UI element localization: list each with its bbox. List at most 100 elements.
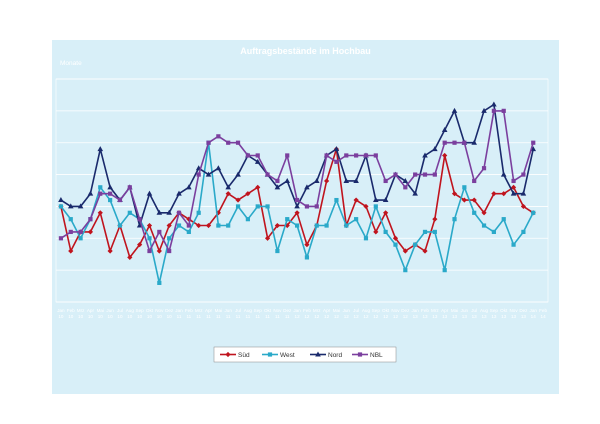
x-tick-year: 11 xyxy=(285,314,290,319)
x-tick-year: 10 xyxy=(88,314,94,319)
data-point-nbl xyxy=(98,191,103,196)
x-tick-month: Aug xyxy=(480,308,489,313)
data-point-sd xyxy=(107,248,113,254)
x-tick-month: Jan xyxy=(57,308,65,313)
data-point-sd xyxy=(471,197,477,203)
x-tick-month: Jan xyxy=(530,308,538,313)
x-tick-year: 13 xyxy=(413,314,419,319)
x-tick-month: Feb xyxy=(67,308,75,313)
x-tick-year: 11 xyxy=(255,314,260,319)
data-point-west xyxy=(275,248,280,254)
data-point-nbl xyxy=(383,178,388,184)
data-point-nord xyxy=(215,165,222,171)
data-point-nbl xyxy=(363,153,369,158)
x-tick-year: 12 xyxy=(363,314,369,319)
x-tick-year: 12 xyxy=(314,314,320,319)
y-tick-label: 1,5 xyxy=(41,268,51,275)
data-point-nbl xyxy=(521,172,526,177)
data-point-west xyxy=(226,223,231,228)
data-point-sd xyxy=(402,248,408,254)
data-point-nord xyxy=(146,190,153,196)
x-tick-month: Jul xyxy=(117,308,123,313)
x-tick-year: 10 xyxy=(127,314,133,319)
data-point-west xyxy=(127,210,132,215)
data-point-sd xyxy=(481,210,487,216)
data-point-west xyxy=(265,204,270,209)
x-tick-month: Jun xyxy=(224,308,232,313)
data-point-nord xyxy=(205,171,212,177)
legend-label: Nord xyxy=(328,352,342,359)
x-tick-year: 12 xyxy=(304,314,310,319)
legend-item-sd: Süd xyxy=(220,352,250,359)
data-point-nord xyxy=(284,177,291,183)
data-point-west xyxy=(285,217,290,222)
data-point-nbl xyxy=(157,229,162,235)
data-point-sd xyxy=(245,191,251,197)
data-point-nord xyxy=(156,209,163,215)
data-point-nbl xyxy=(452,140,457,145)
data-point-west xyxy=(413,242,418,247)
data-point-nord xyxy=(481,107,487,113)
legend-item-nord: Nord xyxy=(310,351,342,359)
x-tick-month: Jun xyxy=(461,308,469,313)
data-point-sd xyxy=(127,254,133,260)
x-tick-year: 11 xyxy=(206,314,211,319)
data-point-sd xyxy=(294,210,300,216)
data-point-west xyxy=(373,204,378,209)
data-point-nord xyxy=(67,203,74,209)
x-tick-month: Okt xyxy=(382,308,390,313)
legend-box xyxy=(213,346,397,363)
data-point-nord xyxy=(107,184,113,190)
data-point-sd xyxy=(274,222,280,229)
x-tick-month: Dez xyxy=(165,308,174,313)
data-point-nord xyxy=(402,177,409,183)
data-point-nord xyxy=(500,171,507,177)
data-point-west xyxy=(363,236,369,241)
legend-marker xyxy=(315,351,321,357)
x-tick-year: 10 xyxy=(157,314,163,319)
data-point-west xyxy=(432,229,437,235)
x-tick-year: 13 xyxy=(511,314,517,319)
x-tick-month: Mrz xyxy=(431,308,439,313)
data-point-west xyxy=(58,204,64,209)
x-tick-month: Aug xyxy=(126,308,135,313)
data-point-nbl xyxy=(422,172,428,177)
data-point-nbl xyxy=(334,159,339,164)
x-tick-month: Feb xyxy=(539,308,547,313)
data-point-sd xyxy=(156,248,162,254)
x-tick-year: 11 xyxy=(216,314,221,319)
data-point-nbl xyxy=(255,153,260,158)
x-tick-month: Sep xyxy=(490,308,499,313)
data-point-nbl xyxy=(314,204,319,209)
data-point-nord xyxy=(373,197,379,203)
x-tick-year: 10 xyxy=(117,314,123,319)
x-tick-month: Mai xyxy=(333,308,340,313)
y-tick-label: 3,5 xyxy=(41,140,51,147)
x-tick-month: Apr xyxy=(87,308,95,313)
x-tick-month: Nov xyxy=(155,308,164,313)
x-tick-year: 13 xyxy=(442,314,448,319)
x-tick-month: Okt xyxy=(500,308,508,313)
series-line-nbl xyxy=(60,110,534,252)
x-tick-year: 11 xyxy=(186,314,191,319)
data-point-west xyxy=(98,185,103,190)
data-point-sd xyxy=(255,184,261,190)
legend-marker xyxy=(225,351,231,358)
x-tick-year: 13 xyxy=(422,314,428,319)
x-tick-month: Mrz xyxy=(77,308,85,313)
data-point-nord xyxy=(520,190,527,196)
x-tick-month: Jul xyxy=(353,308,359,313)
